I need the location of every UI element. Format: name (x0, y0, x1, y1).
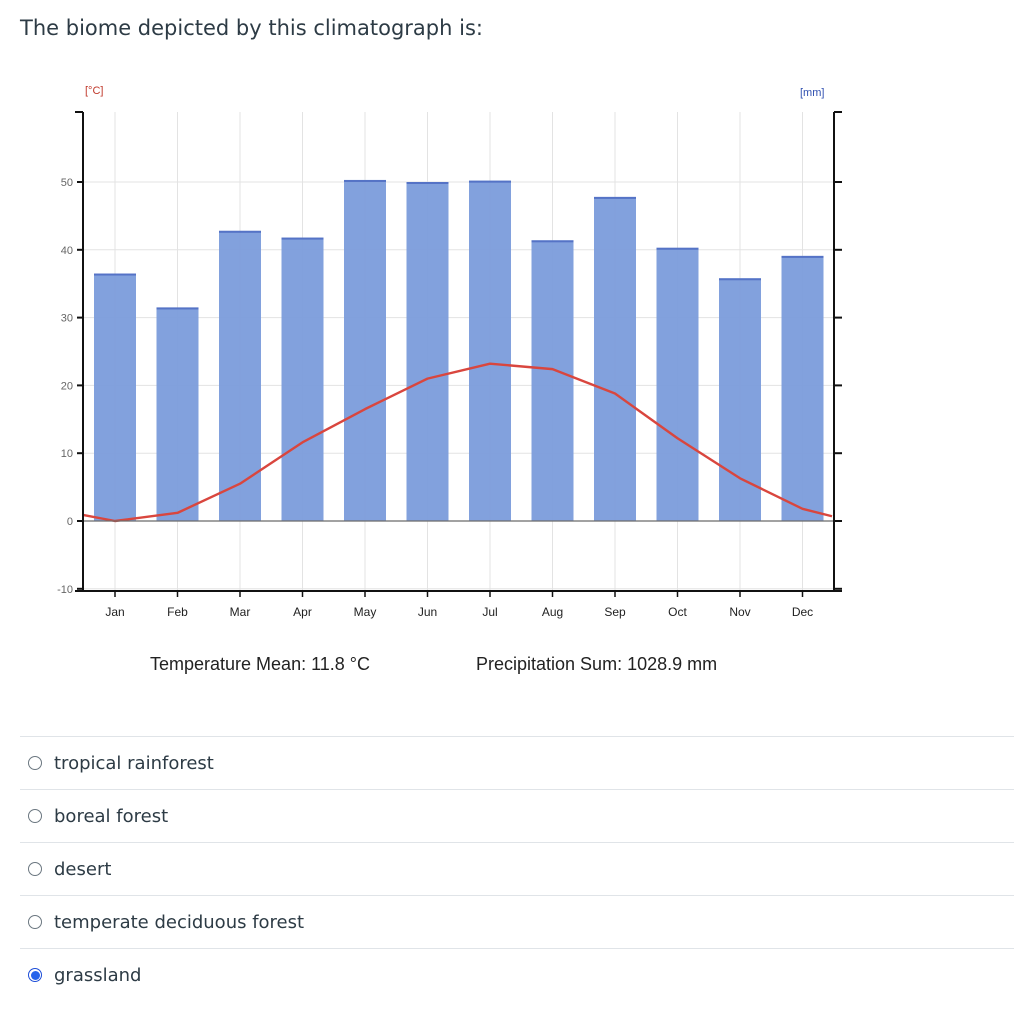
precipitation-bar (281, 237, 324, 521)
bar-cap (781, 255, 824, 258)
answer-label: temperate deciduous forest (54, 911, 305, 933)
month-label: Jul (482, 605, 497, 619)
precipitation-sum-label: Precipitation Sum: 1028.9 mm (476, 654, 717, 674)
precipitation-bar (469, 180, 511, 522)
answer-option[interactable]: desert (20, 842, 1014, 895)
month-label: Aug (542, 605, 563, 619)
bar-cap (531, 240, 574, 243)
answer-list: tropical rainforest boreal forest desert… (20, 736, 1014, 1001)
axis-layer (75, 111, 842, 597)
month-label: Mar (230, 605, 251, 619)
precipitation-bar (594, 196, 636, 521)
left-tick-label: 20 (61, 380, 73, 392)
month-label: Dec (792, 605, 813, 619)
bar-cap (281, 237, 324, 240)
month-label: Feb (167, 605, 188, 619)
radio-button[interactable] (28, 809, 42, 823)
answer-label: boreal forest (54, 805, 169, 827)
precipitation-bar (531, 240, 574, 522)
precipitation-bar (719, 278, 761, 521)
bar-cap (344, 179, 386, 182)
right-axis-unit: [mm] (800, 87, 824, 99)
precipitation-bar (94, 273, 136, 521)
precipitation-bar (406, 182, 449, 521)
month-label: Jan (105, 605, 124, 619)
left-tick-label: -10 (57, 584, 73, 596)
climatograph-chart: 50 40 30 20 10 0 -10 Jan Feb Mar Apr May Jun Jul Aug Se… (57, 85, 842, 674)
month-label: May (354, 605, 377, 619)
bar-cap (406, 182, 449, 184)
bar-cap (94, 273, 136, 276)
answer-label: grassland (54, 964, 142, 986)
temperature-line (82, 362, 833, 523)
radio-button[interactable] (28, 915, 42, 929)
temperature-line-layer (82, 362, 833, 523)
answer-option[interactable]: tropical rainforest (20, 736, 1014, 789)
temperature-mean-label: Temperature Mean: 11.8 °C (150, 654, 370, 674)
radio-button[interactable] (28, 862, 42, 876)
left-tick-label: 10 (61, 448, 73, 460)
month-label: Jun (418, 605, 437, 619)
month-label: Oct (668, 605, 687, 619)
bar-cap (219, 230, 261, 233)
month-label: Nov (729, 605, 750, 619)
precipitation-bar (344, 179, 386, 521)
left-tick-label: 0 (67, 516, 73, 528)
bar-cap (719, 278, 761, 281)
radio-button[interactable] (28, 756, 42, 770)
answer-label: tropical rainforest (54, 752, 214, 774)
precipitation-bar (656, 247, 699, 522)
precipitation-bar (156, 307, 199, 521)
month-label: Sep (604, 605, 626, 619)
answer-option[interactable]: boreal forest (20, 789, 1014, 842)
label-layer: 50 40 30 20 10 0 -10 Jan Feb Mar Apr May Jun Jul Aug Se… (57, 85, 824, 674)
answer-option[interactable]: temperate deciduous forest (20, 895, 1014, 948)
bar-cap (656, 247, 699, 250)
bar-cap (156, 307, 199, 310)
left-tick-label: 30 (61, 313, 73, 325)
bar-cap (594, 196, 636, 199)
radio-button[interactable] (28, 968, 42, 982)
precipitation-bar (219, 230, 261, 522)
left-tick-label: 50 (61, 177, 73, 189)
precipitation-bars (94, 179, 824, 522)
left-axis-unit: [°C] (85, 85, 103, 97)
month-label: Apr (293, 605, 312, 619)
precipitation-bar (781, 255, 824, 522)
left-tick-label: 40 (61, 245, 73, 257)
bar-cap (469, 180, 511, 183)
answer-option[interactable]: grassland (20, 948, 1014, 1001)
answer-label: desert (54, 858, 112, 880)
question-prompt: The biome depicted by this climatograph … (20, 16, 483, 40)
